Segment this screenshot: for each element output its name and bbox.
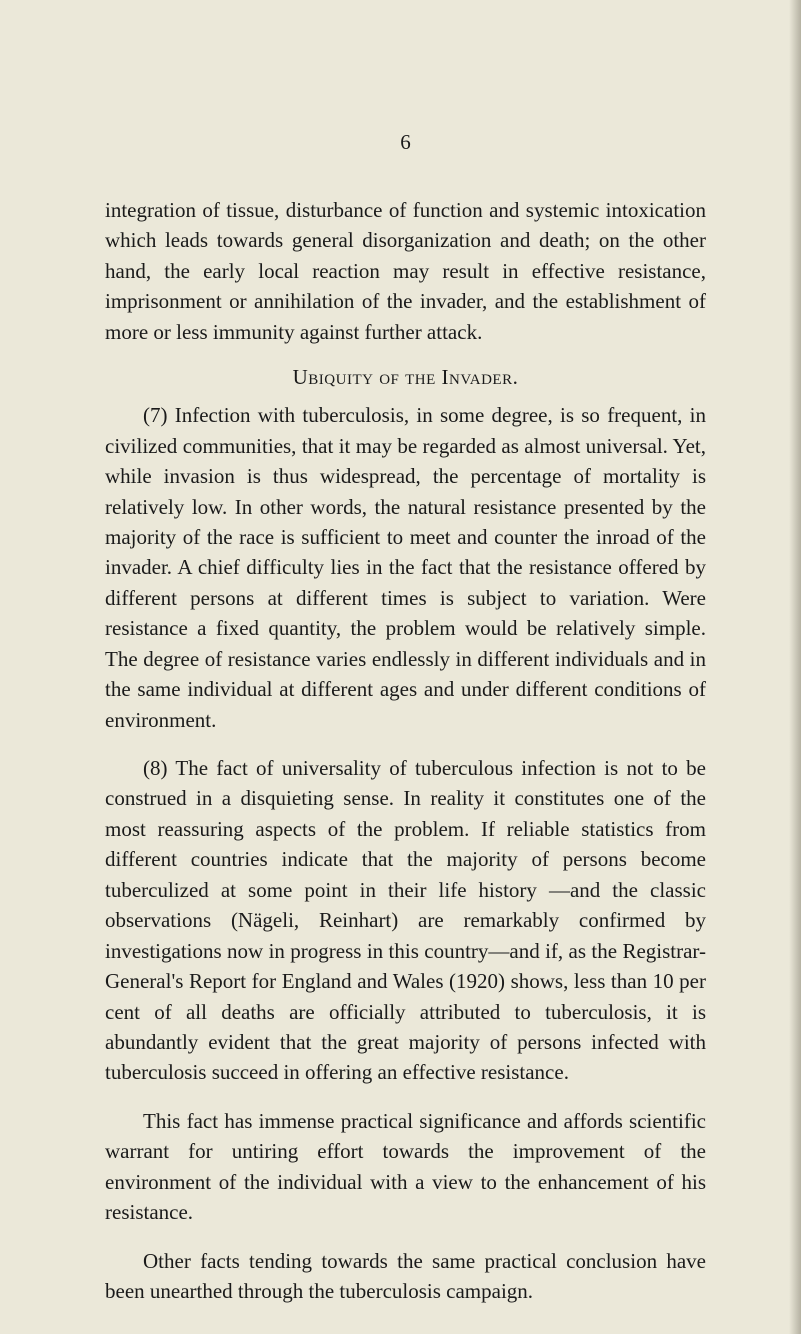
section-heading: Ubiquity of the Invader. xyxy=(105,365,706,390)
paragraph-4: This fact has immense practical signific… xyxy=(105,1106,706,1228)
paragraph-3: (8) The fact of universality of tubercul… xyxy=(105,753,706,1088)
paragraph-5: Other facts tending towards the same pra… xyxy=(105,1246,706,1307)
paragraph-1: integration of tissue, disturbance of fu… xyxy=(105,195,706,347)
paragraph-2: (7) Infection with tuberculosis, in some… xyxy=(105,400,706,735)
page-number: 6 xyxy=(105,130,706,155)
page-edge-shadow xyxy=(789,0,801,1334)
